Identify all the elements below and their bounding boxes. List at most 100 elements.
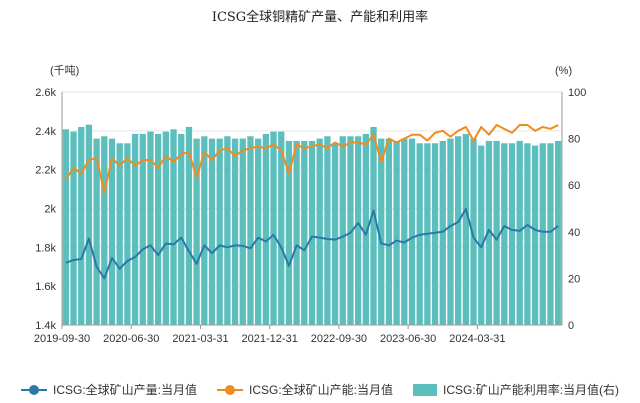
utilization-bar [370,126,377,325]
utilization-bar [208,138,216,325]
utilization-bar [231,138,239,325]
utilization-bar [139,133,146,325]
x-tick-label: 2022-09-30 [311,333,367,345]
capacity-line [65,124,559,194]
x-tick-label: 2019-09-30 [34,333,90,345]
utilization-bar [408,138,416,325]
utilization-bar [101,136,108,325]
utilization-bar [524,143,531,325]
utilization-bar [324,136,331,325]
utilization-bar [516,140,523,325]
legend-item-utilization[interactable]: ICSG:矿山产能利用率:当月值(右) [413,381,619,398]
y-right-tick-label: 40 [568,227,580,239]
legend-swatch-production [20,384,47,395]
utilization-bar [470,138,477,325]
utilization-bar [485,140,493,325]
y-right-tick-label: 80 [568,134,580,146]
axes: 1.4k 1.6k 1.8k 2k 2.2k 2.4k 2.6k 0 20 40 60 80 100 20… [34,87,587,345]
utilization-bar [262,133,269,325]
series-lines [65,124,559,280]
utilization-bar [347,136,354,325]
utilization-bar [308,140,316,325]
utilization-bar [131,133,139,325]
y-right-tick-label: 20 [568,273,580,285]
utilization-bar [255,138,262,325]
utilization-bar [439,140,446,325]
y-left-tick-label: 1.8k [35,242,56,254]
utilization-bar [447,138,454,325]
y-right-tick-label: 100 [568,87,586,99]
x-tick-label: 2024-03-31 [449,333,505,345]
y-left-tick-label: 2.6k [35,87,56,99]
legend-item-capacity[interactable]: ICSG:全球矿山产能:当月值 [217,381,393,398]
utilization-bar [93,138,100,325]
utilization-bar [201,136,208,325]
utilization-bar [185,126,193,325]
chart-title: ICSG全球铜精矿产量、产能和利用率 [211,10,429,25]
y-left-tick-label: 1.4k [35,320,56,332]
utilization-bar [301,140,308,325]
utilization-bar [462,133,469,325]
utilization-bar [555,140,562,325]
utilization-bar [378,138,385,325]
y-right-tick-label: 0 [568,320,574,332]
utilization-bar [393,140,400,325]
y-left-tick-label: 2.2k [35,165,56,177]
utilization-bar [478,145,485,325]
utilization-bar [431,143,439,325]
utilization-bar [316,138,323,325]
utilization-bar [270,131,277,325]
utilization-bar [247,136,254,325]
legend-item-production[interactable]: ICSG:全球矿山产量:当月值 [20,381,197,398]
utilization-bar [285,140,293,325]
x-tick-label: 2021-03-31 [172,333,228,345]
utilization-bar [124,143,131,325]
utilization-bar [178,133,185,325]
y-left-tick-label: 2.4k [35,126,56,138]
utilization-bar [362,133,369,325]
utilization-bar [293,140,300,325]
utilization-bar [401,138,408,325]
utilization-bar [162,131,169,325]
utilization-bar [155,133,162,325]
utilization-bar [224,136,231,325]
legend-label-production: ICSG:全球矿山产量:当月值 [52,383,197,397]
y-left-tick-label: 2k [44,204,56,216]
utilization-bar [355,136,362,325]
x-tick-label: 2020-06-30 [103,333,159,345]
chart-canvas: 1.4k 1.6k 1.8k 2k 2.2k 2.4k 2.6k 0 20 40 60 80 100 20… [34,64,587,345]
utilization-bar [85,124,93,326]
y-left-unit: (千吨) [50,64,79,77]
utilization-bar [147,131,154,325]
utilization-bar [170,129,177,325]
utilization-bar [216,138,223,325]
utilization-bar [493,140,500,325]
utilization-bar [531,145,539,325]
legend: ICSG:全球矿山产量:当月值 ICSG:全球矿山产能:当月值 ICSG:矿山产… [0,381,640,398]
utilization-bar [193,138,200,325]
utilization-bar [455,136,462,325]
y-right-unit: (%) [555,65,572,77]
utilization-bar [331,143,339,325]
utilization-bar [501,143,508,325]
utilization-bar [385,138,393,325]
utilization-bar [108,138,116,325]
utilization-bar [78,126,85,325]
legend-label-utilization: ICSG:矿山产能利用率:当月值(右) [443,383,620,397]
y-right-tick-label: 60 [568,180,580,192]
utilization-bar [547,143,554,325]
utilization-bar [62,129,69,325]
y-left-tick-label: 1.6k [35,281,56,293]
utilization-bar [70,131,77,325]
legend-swatch-capacity [217,384,243,395]
x-tick-label: 2021-12-31 [242,333,298,345]
legend-label-capacity: ICSG:全球矿山产能:当月值 [249,383,394,397]
utilization-bars [62,124,562,326]
legend-swatch-utilization [413,383,438,396]
utilization-bar [508,143,516,325]
x-tick-label: 2023-06-30 [380,333,436,345]
utilization-bar [116,143,123,325]
utilization-bar [239,138,246,325]
utilization-bar [539,143,546,325]
utilization-bar [278,131,285,325]
